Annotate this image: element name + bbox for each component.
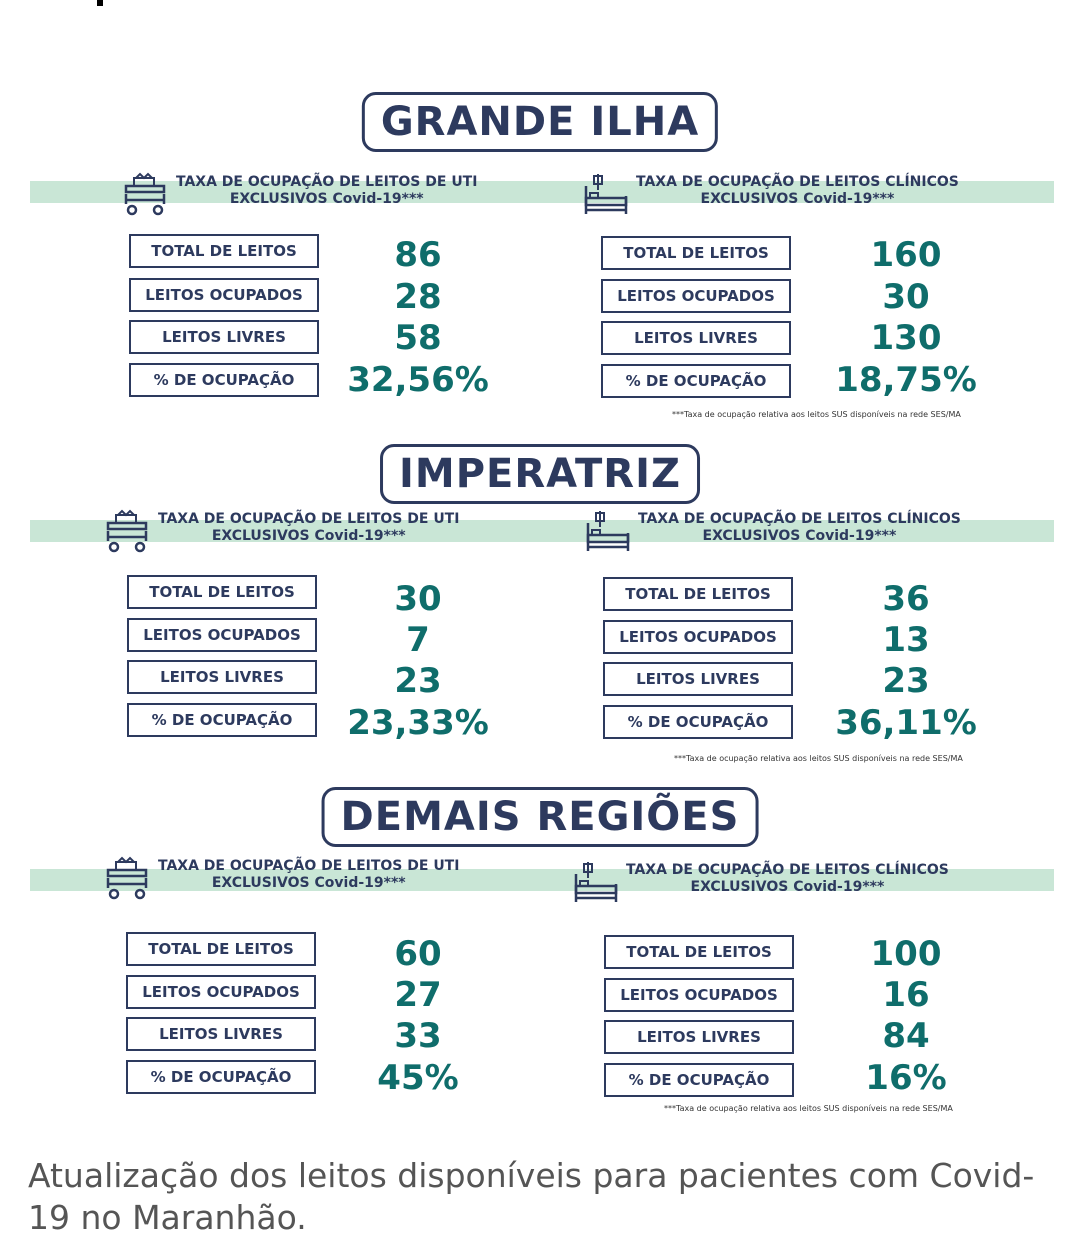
footnote: ***Taxa de ocupação relativa aos leitos … <box>674 754 963 763</box>
clinicos-value-total: 36 <box>882 579 930 619</box>
uti-label-ocupacao: % DE OCUPAÇÃO <box>129 363 319 397</box>
icu-bed-icon <box>106 509 148 553</box>
uti-value-total: 60 <box>394 934 442 974</box>
hospital-bed-icon <box>586 511 630 551</box>
top-crop-mark <box>97 0 103 6</box>
clinicos-label-total: TOTAL DE LEITOS <box>603 577 793 611</box>
clinicos-panel-heading: TAXA DE OCUPAÇÃO DE LEITOS CLÍNICOS EXCL… <box>584 509 961 553</box>
hospital-bed-icon <box>584 174 628 214</box>
uti-label-livres: LEITOS LIVRES <box>127 660 317 694</box>
clinicos-heading-line1: TAXA DE OCUPAÇÃO DE LEITOS CLÍNICOS <box>636 174 959 190</box>
uti-panel-heading: TAXA DE OCUPAÇÃO DE LEITOS DE UTI EXCLUS… <box>122 172 477 216</box>
uti-label-livres: LEITOS LIVRES <box>129 320 319 354</box>
clinicos-value-ocupacao: 16% <box>865 1058 947 1098</box>
clinicos-label-livres: LEITOS LIVRES <box>601 321 791 355</box>
header-band <box>30 181 1054 203</box>
clinicos-label-total: TOTAL DE LEITOS <box>604 935 794 969</box>
clinicos-label-ocupacao: % DE OCUPAÇÃO <box>603 705 793 739</box>
uti-value-ocupacao: 45% <box>377 1058 459 1098</box>
uti-value-livres: 23 <box>394 661 442 701</box>
footnote: ***Taxa de ocupação relativa aos leitos … <box>672 410 961 419</box>
uti-label-ocupados: LEITOS OCUPADOS <box>126 975 316 1009</box>
uti-value-livres: 33 <box>394 1016 442 1056</box>
clinicos-label-ocupacao: % DE OCUPAÇÃO <box>604 1063 794 1097</box>
clinicos-label-ocupados: LEITOS OCUPADOS <box>603 620 793 654</box>
clinicos-value-ocupacao: 18,75% <box>835 360 977 400</box>
clinicos-value-total: 160 <box>870 235 942 275</box>
icu-bed-icon <box>124 172 166 216</box>
region-title: GRANDE ILHA <box>361 92 719 152</box>
uti-heading-line2: EXCLUSIVOS Covid-19*** <box>211 875 406 891</box>
clinicos-heading-line1: TAXA DE OCUPAÇÃO DE LEITOS CLÍNICOS <box>626 862 949 878</box>
uti-heading-line1: TAXA DE OCUPAÇÃO DE LEITOS DE UTI <box>176 174 478 190</box>
icu-bed-icon <box>106 856 148 900</box>
uti-label-ocupacao: % DE OCUPAÇÃO <box>126 1060 316 1094</box>
region-title: DEMAIS REGIÕES <box>321 787 759 847</box>
clinicos-label-ocupados: LEITOS OCUPADOS <box>604 978 794 1012</box>
clinicos-heading-line2: EXCLUSIVOS Covid-19*** <box>690 879 885 895</box>
clinicos-value-livres: 23 <box>882 661 930 701</box>
clinicos-label-livres: LEITOS LIVRES <box>604 1020 794 1054</box>
clinicos-heading-line2: EXCLUSIVOS Covid-19*** <box>702 528 897 544</box>
uti-heading-line2: EXCLUSIVOS Covid-19*** <box>229 191 424 207</box>
uti-value-total: 86 <box>394 235 442 275</box>
uti-label-ocupados: LEITOS OCUPADOS <box>129 278 319 312</box>
uti-value-ocupados: 27 <box>394 975 442 1015</box>
uti-value-ocupacao: 23,33% <box>347 703 489 743</box>
clinicos-heading-line2: EXCLUSIVOS Covid-19*** <box>700 191 895 207</box>
uti-label-total: TOTAL DE LEITOS <box>129 234 319 268</box>
clinicos-label-total: TOTAL DE LEITOS <box>601 236 791 270</box>
uti-value-total: 30 <box>394 579 442 619</box>
uti-heading-line1: TAXA DE OCUPAÇÃO DE LEITOS DE UTI <box>158 858 460 874</box>
clinicos-panel-heading: TAXA DE OCUPAÇÃO DE LEITOS CLÍNICOS EXCL… <box>582 172 959 216</box>
uti-heading-line2: EXCLUSIVOS Covid-19*** <box>211 528 406 544</box>
uti-value-ocupacao: 32,56% <box>347 360 489 400</box>
uti-label-total: TOTAL DE LEITOS <box>127 575 317 609</box>
uti-value-ocupados: 7 <box>406 620 430 660</box>
uti-label-ocupados: LEITOS OCUPADOS <box>127 618 317 652</box>
hospital-bed-icon <box>574 862 618 902</box>
clinicos-label-livres: LEITOS LIVRES <box>603 662 793 696</box>
clinicos-label-ocupacao: % DE OCUPAÇÃO <box>601 364 791 398</box>
clinicos-value-livres: 84 <box>882 1016 930 1056</box>
uti-value-ocupados: 28 <box>394 277 442 317</box>
uti-heading-line1: TAXA DE OCUPAÇÃO DE LEITOS DE UTI <box>158 511 460 527</box>
uti-panel-heading: TAXA DE OCUPAÇÃO DE LEITOS DE UTI EXCLUS… <box>104 856 459 900</box>
footnote: ***Taxa de ocupação relativa aos leitos … <box>664 1104 953 1113</box>
caption: Atualização dos leitos disponíveis para … <box>28 1156 1035 1237</box>
clinicos-value-ocupados: 16 <box>882 975 930 1015</box>
clinicos-panel-heading: TAXA DE OCUPAÇÃO DE LEITOS CLÍNICOS EXCL… <box>572 860 949 904</box>
uti-value-livres: 58 <box>394 318 442 358</box>
uti-label-livres: LEITOS LIVRES <box>126 1017 316 1051</box>
clinicos-value-ocupacao: 36,11% <box>835 703 977 743</box>
region-title: IMPERATRIZ <box>380 444 700 504</box>
header-band <box>30 869 1054 891</box>
clinicos-value-ocupados: 30 <box>882 277 930 317</box>
clinicos-label-ocupados: LEITOS OCUPADOS <box>601 279 791 313</box>
clinicos-value-livres: 130 <box>870 318 942 358</box>
uti-label-total: TOTAL DE LEITOS <box>126 932 316 966</box>
clinicos-value-ocupados: 13 <box>882 620 930 660</box>
clinicos-heading-line1: TAXA DE OCUPAÇÃO DE LEITOS CLÍNICOS <box>638 511 961 527</box>
clinicos-value-total: 100 <box>870 934 942 974</box>
uti-label-ocupacao: % DE OCUPAÇÃO <box>127 703 317 737</box>
uti-panel-heading: TAXA DE OCUPAÇÃO DE LEITOS DE UTI EXCLUS… <box>104 509 459 553</box>
header-band <box>30 520 1054 542</box>
